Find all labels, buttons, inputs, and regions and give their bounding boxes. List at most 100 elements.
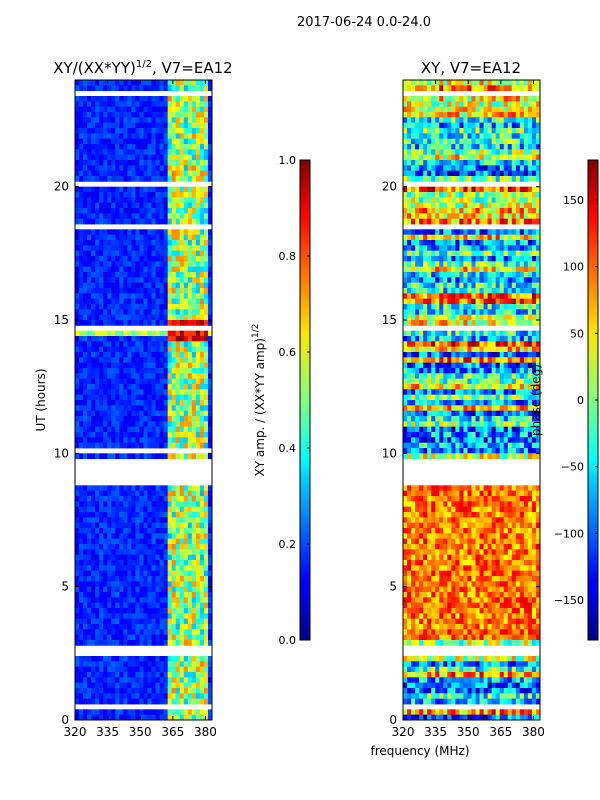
heatmap-cell <box>187 160 193 166</box>
heatmap-cell <box>463 288 468 294</box>
heatmap-cell <box>103 522 108 529</box>
heatmap-cell <box>187 288 193 294</box>
heatmap-cell <box>467 250 472 257</box>
heatmap-cell <box>199 688 205 694</box>
heatmap-cell <box>151 544 156 550</box>
heatmap-cell <box>195 229 201 236</box>
heatmap-cell <box>175 416 181 422</box>
heatmap-cell <box>199 250 205 257</box>
heatmap-cell <box>203 272 209 278</box>
heatmap-cell <box>111 144 116 150</box>
heatmap-cell <box>167 549 173 556</box>
heatmap-cell <box>131 330 136 337</box>
heatmap-cell <box>79 112 84 118</box>
heatmap-cell <box>99 272 104 278</box>
heatmap-cell <box>195 133 201 140</box>
heatmap-cell <box>147 522 152 529</box>
heatmap-cell <box>175 714 181 721</box>
heatmap-cell <box>155 394 161 401</box>
heatmap-cell <box>483 106 489 113</box>
heatmap-cell <box>527 128 533 134</box>
heatmap-cell <box>139 346 144 353</box>
heatmap-cell <box>99 512 104 518</box>
heatmap-cell <box>511 272 517 278</box>
heatmap-cell <box>207 485 213 492</box>
heatmap-cell <box>523 256 529 262</box>
heatmap-cell <box>451 256 456 262</box>
heatmap-cell <box>115 565 120 572</box>
heatmap-cell <box>95 373 100 380</box>
heatmap-cell <box>135 378 140 385</box>
heatmap-cell <box>187 314 193 321</box>
heatmap-cell <box>139 421 144 428</box>
heatmap-cell <box>427 106 432 113</box>
heatmap-cell <box>175 245 181 252</box>
heatmap-cell <box>131 186 136 193</box>
heatmap-cell <box>163 133 169 140</box>
heatmap-cell <box>135 261 140 268</box>
heatmap-cell <box>139 565 144 572</box>
heatmap-cell <box>99 378 104 385</box>
heatmap-cell <box>159 266 165 273</box>
heatmap-cell <box>95 698 100 705</box>
heatmap-cell <box>75 634 80 641</box>
heatmap-cell <box>487 282 493 289</box>
heatmap-cell <box>167 602 173 609</box>
heatmap-cell <box>467 128 472 134</box>
heatmap-cell <box>535 85 541 92</box>
heatmap-cell <box>131 122 136 129</box>
heatmap-cell <box>435 256 440 262</box>
heatmap-cell <box>139 106 144 113</box>
heatmap-cell <box>187 362 193 369</box>
heatmap-cell <box>499 266 505 273</box>
heatmap-cell <box>87 432 92 438</box>
heatmap-cell <box>179 640 185 646</box>
heatmap-cell <box>439 144 444 150</box>
heatmap-cell <box>179 400 185 406</box>
heatmap-cell <box>183 282 189 289</box>
heatmap-cell <box>447 112 452 118</box>
heatmap-cell <box>115 138 120 145</box>
heatmap-cell <box>411 293 416 300</box>
heatmap-cell <box>159 245 165 252</box>
heatmap-cell <box>203 346 209 353</box>
heatmap-cell <box>115 544 120 550</box>
heatmap-cell <box>451 282 456 289</box>
heatmap-cell <box>531 160 537 166</box>
heatmap-cell <box>95 656 100 662</box>
heatmap-cell <box>163 282 169 289</box>
heatmap-cell <box>403 197 408 204</box>
heatmap-cell <box>447 186 452 193</box>
heatmap-cell <box>495 149 501 156</box>
heatmap-cell <box>115 112 120 118</box>
heatmap-cell <box>163 202 169 209</box>
heatmap-cell <box>99 133 104 140</box>
heatmap-cell <box>151 80 156 86</box>
heatmap-cell <box>479 277 484 284</box>
y-tick-label: 5 <box>61 580 69 594</box>
heatmap-cell <box>151 421 156 428</box>
heatmap-cell <box>151 176 156 182</box>
heatmap-cell <box>167 533 173 540</box>
heatmap-cell <box>139 165 144 172</box>
heatmap-cell <box>199 421 205 428</box>
heatmap-cell <box>83 250 88 257</box>
heatmap-cell <box>423 138 428 145</box>
heatmap-cell <box>163 698 169 705</box>
heatmap-cell <box>111 213 116 220</box>
heatmap-cell <box>95 197 100 204</box>
heatmap-cell <box>91 261 96 268</box>
heatmap-cell <box>191 613 197 620</box>
heatmap-cell <box>123 352 128 358</box>
heatmap-cell <box>159 688 165 694</box>
heatmap-cell <box>151 218 156 225</box>
heatmap-cell <box>143 85 148 92</box>
heatmap-cell <box>115 640 120 646</box>
heatmap-cell <box>459 208 464 214</box>
heatmap-cell <box>155 538 161 545</box>
heatmap-cell <box>91 101 96 108</box>
heatmap-cell <box>119 549 124 556</box>
heatmap-cell <box>171 277 177 284</box>
heatmap-cell <box>99 560 104 566</box>
heatmap-cell <box>495 213 501 220</box>
